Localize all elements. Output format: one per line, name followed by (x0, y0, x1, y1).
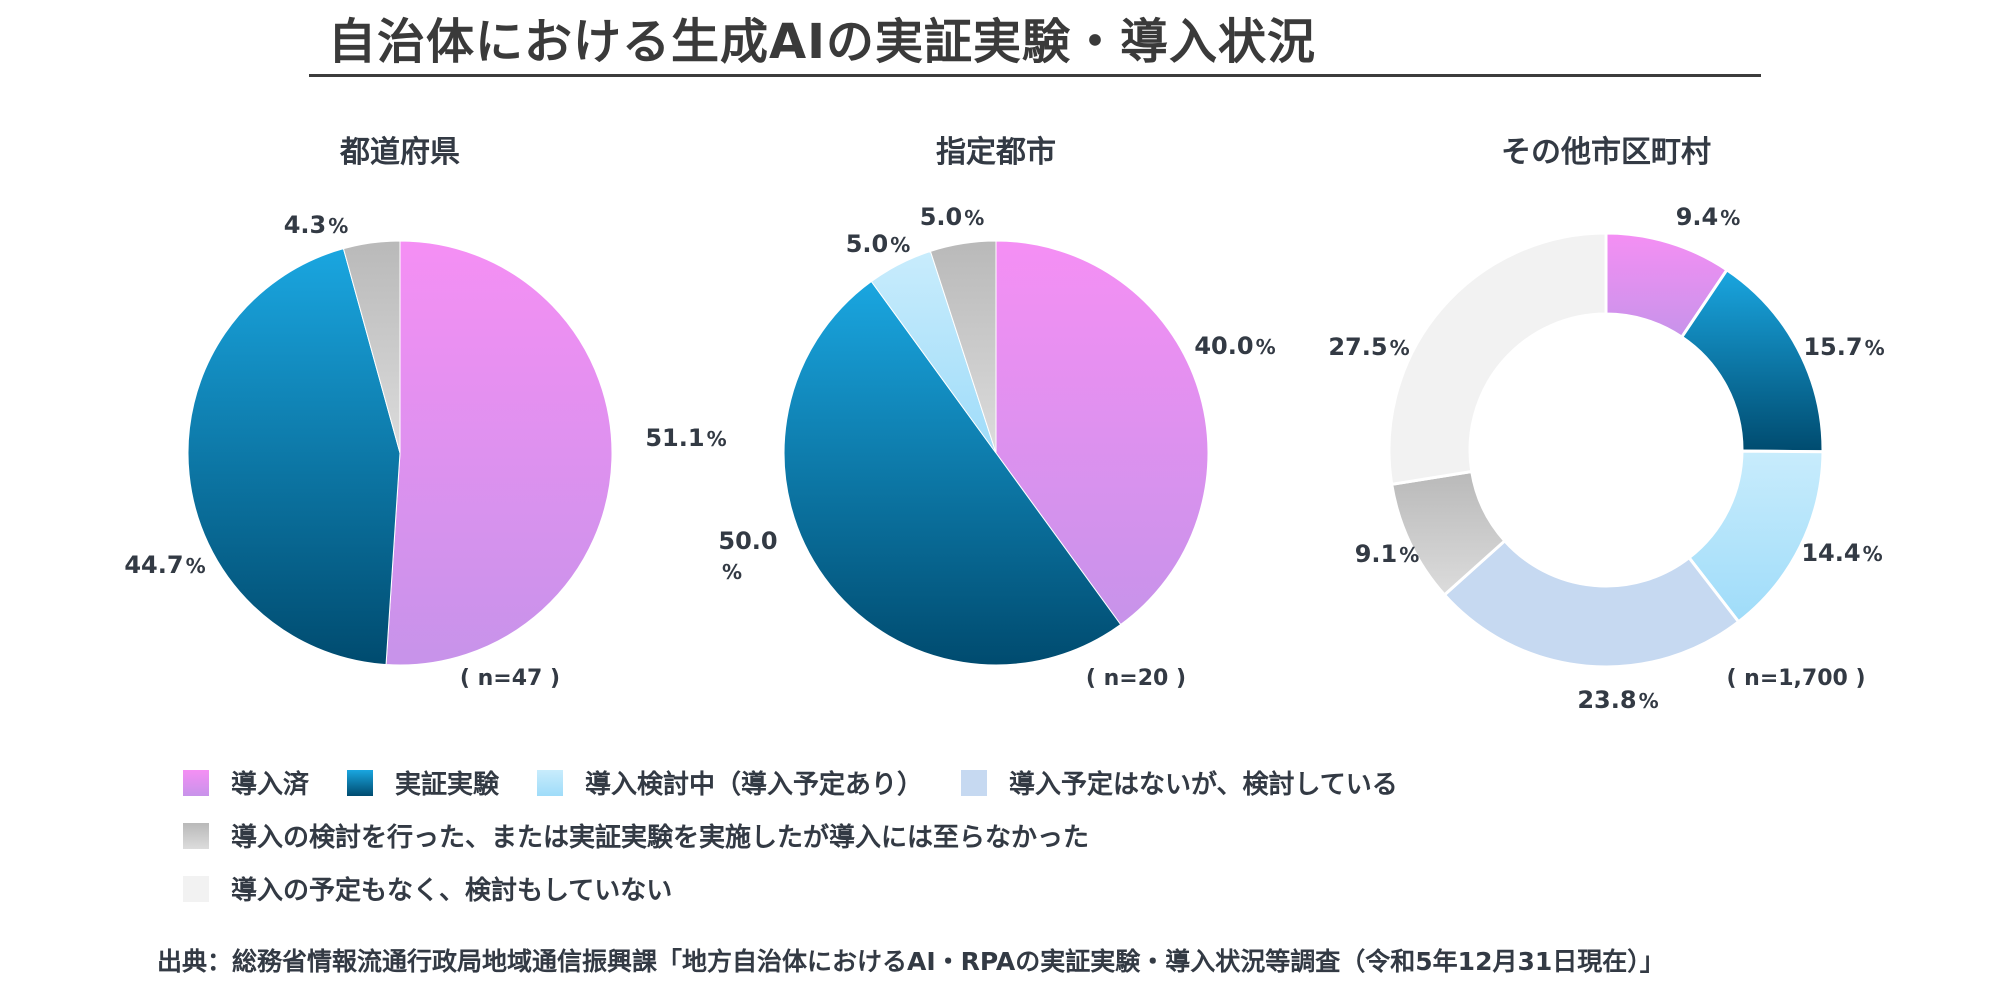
data-label: 23.8% (1577, 686, 1658, 714)
legend-swatch-deployed (183, 769, 209, 796)
slice-none (1387, 231, 1608, 487)
legend-swatch-considering (537, 769, 564, 796)
data-label: 50.0% (718, 527, 777, 584)
data-label: 51.1% (645, 424, 726, 452)
page-title: 自治体における生成AIの実証実験・導入状況 (328, 14, 1317, 70)
slice-abandoned (929, 240, 997, 454)
chart-title: その他市区町村 (1501, 135, 1711, 170)
legend-item-deployed: 導入済 (183, 764, 309, 801)
legend-row: 導入済 実証実験 導入検討中（導入予定あり） 導入予定はないが、検討している (183, 756, 1883, 809)
data-label: 40.0% (1194, 332, 1275, 360)
slice-abandoned (342, 240, 401, 454)
legend-label-considering: 導入検討中（導入予定あり） (585, 770, 924, 800)
chart-title: 指定都市 (936, 135, 1056, 170)
data-label: 5.0% (920, 203, 985, 231)
legend-row: 導入の予定もなく、検討もしていない (183, 862, 1883, 915)
legend-label-deployed: 導入済 (231, 770, 310, 800)
slice-deployed (995, 240, 1209, 626)
data-label: 14.4% (1801, 539, 1882, 567)
legend-label-no-plan-considering: 導入予定はないが、検討している (1009, 770, 1398, 800)
legend-row: 導入の検討を行った、または実証実験を実施したが導入には至らなかった (183, 809, 1883, 862)
slice-trial (187, 248, 401, 666)
legend-item-trial: 実証実験 (347, 764, 499, 801)
legend-item-none: 導入の予定もなく、検討もしていない (183, 870, 672, 907)
legend-swatch-trial (347, 769, 374, 796)
data-label: 27.5% (1328, 333, 1409, 361)
chart-title: 都道府県 (339, 135, 460, 170)
title-divider (309, 74, 1761, 77)
data-label: 15.7% (1803, 333, 1884, 361)
sample-size-label: ( n=47 ) (460, 666, 560, 691)
slice-deployed (385, 240, 613, 666)
legend-label-none: 導入の予定もなく、検討もしていない (231, 876, 673, 906)
legend-swatch-no-plan-considering (961, 769, 988, 796)
legend-label-abandoned: 導入の検討を行った、または実証実験を実施したが導入には至らなかった (231, 823, 1090, 853)
legend-swatch-abandoned (183, 822, 209, 849)
sample-size-label: ( n=1,700 ) (1726, 666, 1865, 691)
chart-prefectures: 都道府県 51.1 % 44.7 % 4.3 % ( n=47 ) (124, 135, 726, 691)
slice-no-plan-considering (1442, 538, 1741, 669)
chart-designated-cities: 指定都市 40.0 % 50.0 % 5.0 % 5.0 % ( n=20 ) (718, 135, 1275, 691)
legend-swatch-none (183, 875, 209, 902)
data-label: 9.1% (1355, 540, 1420, 568)
data-label: 44.7% (124, 551, 205, 579)
source-citation: 出典：総務省情報流通行政局地域通信振興課「地方自治体におけるAI・RPAの実証実… (157, 947, 1665, 976)
legend-item-abandoned: 導入の検討を行った、または実証実験を実施したが導入には至らなかった (183, 817, 1089, 854)
legend-item-considering: 導入検討中（導入予定あり） (537, 764, 923, 801)
data-label: 9.4% (1676, 203, 1741, 231)
legend-label-trial: 実証実験 (395, 770, 500, 800)
slice-trial (783, 280, 1122, 666)
legend: 導入済 実証実験 導入検討中（導入予定あり） 導入予定はないが、検討している 導… (183, 756, 1883, 915)
chart-other-municipalities: その他市区町村 9.4 % 15.7 % 14.4 % 23.8 % 9.1 % 27.5 % ( n=1… (1328, 135, 1884, 714)
legend-item-no-plan-considering: 導入予定はないが、検討している (961, 764, 1398, 801)
sample-size-label: ( n=20 ) (1086, 666, 1186, 691)
charts-area: 都道府県 51.1 % 44.7 % 4.3 % ( n=47 ) 指定都市 40.0 % 50.0… (124, 135, 1884, 714)
data-label: 5.0% (846, 230, 911, 258)
data-label: 4.3% (284, 211, 349, 239)
